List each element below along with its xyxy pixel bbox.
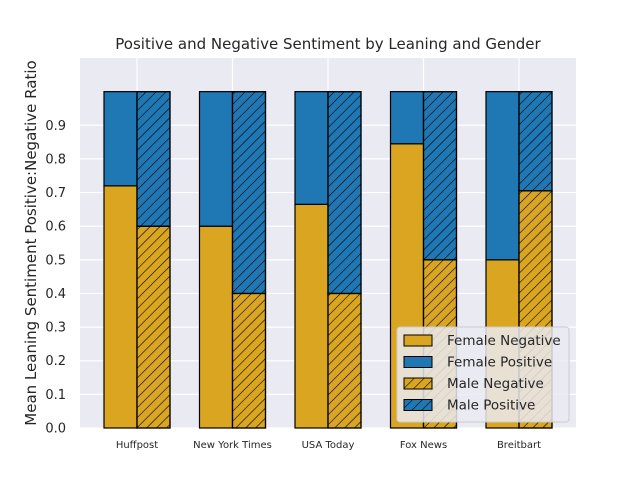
x-tick-label: New York Times: [193, 440, 272, 451]
bar-female-positive: [294, 91, 329, 205]
bar-female-negative: [198, 225, 234, 429]
legend-label: Female Negative: [447, 333, 561, 349]
legend-swatch-hatch: [403, 377, 433, 390]
x-tick-label: Huffpost: [116, 440, 158, 451]
legend: Female Negative Female Positive Male Negat…: [396, 326, 570, 423]
bar-hatch: [422, 91, 458, 261]
y-tick-label: 0.4: [45, 287, 66, 302]
bar-female-negative: [103, 185, 138, 429]
legend-label: Male Positive: [447, 398, 535, 414]
bar-hatch: [231, 91, 267, 295]
bar-female-positive: [485, 91, 520, 261]
x-tick-label: USA Today: [302, 440, 355, 451]
legend-swatch: [403, 356, 433, 368]
x-tick-label: Fox News: [400, 440, 447, 451]
bar-hatch: [518, 91, 553, 192]
legend-label: Female Positive: [447, 355, 552, 371]
bar-hatch: [136, 91, 171, 227]
x-axis-ticks: Huffpost New York Times USA Today Fox News B…: [116, 440, 541, 451]
y-tick-label: 0.1: [45, 388, 66, 403]
bar-hatch: [136, 225, 171, 429]
bar-hatch: [231, 292, 267, 429]
bar-female-positive: [389, 91, 425, 145]
legend-label: Male Negative: [447, 376, 544, 392]
y-tick-label: 0.6: [45, 220, 66, 235]
y-tick-label: 0.3: [45, 321, 66, 336]
bar-female-positive: [198, 91, 234, 227]
y-tick-label: 0.2: [45, 354, 66, 369]
chart-title: Positive and Negative Sentiment by Leani…: [115, 35, 541, 53]
y-tick-label: 0.9: [45, 119, 66, 134]
legend-swatch: [403, 334, 433, 347]
x-tick-label: Breitbart: [497, 440, 541, 451]
bar-hatch: [327, 292, 362, 429]
y-tick-label: 0.0: [45, 422, 66, 437]
y-axis-label: Mean Leaning Sentiment Positive:Negative…: [22, 60, 40, 425]
y-tick-label: 0.5: [45, 253, 66, 268]
legend-box: [396, 326, 570, 423]
y-axis-ticks: 0.0 0.1 0.2 0.3 0.4 0.5 0.6 0.7 0.8 0.9: [45, 119, 66, 437]
bar-female-positive: [103, 91, 138, 187]
bar-female-negative: [294, 203, 329, 429]
bar-hatch: [327, 91, 362, 295]
legend-swatch-hatch: [403, 399, 433, 411]
y-tick-label: 0.7: [45, 186, 66, 201]
y-tick-label: 0.8: [45, 152, 66, 167]
